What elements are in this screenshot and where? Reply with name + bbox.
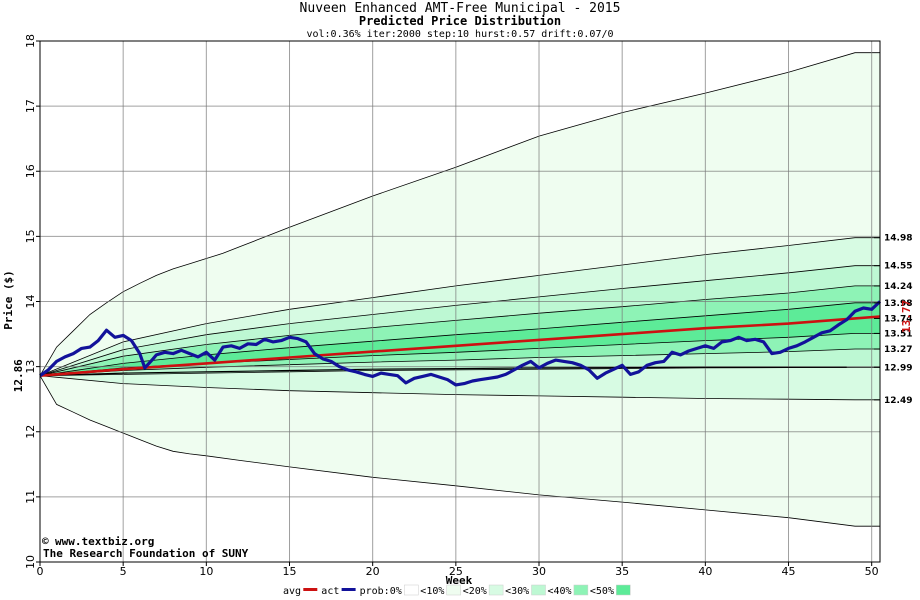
right-value-label: 14.98 bbox=[884, 234, 912, 244]
y-tick-label: 16 bbox=[24, 164, 37, 178]
band-upper-line-1 bbox=[39, 52, 880, 376]
y-axis-label: Price ($) bbox=[2, 270, 15, 330]
legend-swatch bbox=[488, 584, 504, 596]
right-value-label: 14.24 bbox=[884, 282, 912, 292]
x-tick-label: 25 bbox=[449, 565, 463, 578]
y-tick-label: 18 bbox=[24, 34, 37, 48]
y-tick-label: 13 bbox=[24, 360, 37, 374]
legend-label-20: <20% bbox=[463, 586, 487, 597]
legend-label-10: <10% bbox=[420, 586, 444, 597]
legend-line-avg bbox=[303, 588, 318, 591]
right-value-label: 13.74 bbox=[884, 314, 912, 324]
legend-label-avg: avg bbox=[283, 586, 301, 597]
chart-title: Nuveen Enhanced AMT-Free Municipal - 201… bbox=[300, 1, 621, 16]
simulation-params: vol:0.36% iter:2000 step:10 hurst:0.57 d… bbox=[306, 29, 613, 40]
band-lower-line-4 bbox=[39, 348, 880, 377]
right-value-label: 13.51 bbox=[884, 329, 912, 339]
legend: avg act prob:0% <10% <20% <30% <40% <50% bbox=[283, 584, 631, 597]
y-tick-label: 10 bbox=[24, 555, 37, 569]
legend-line-act bbox=[341, 588, 356, 591]
credit-url: www.textbiz.org bbox=[55, 535, 154, 548]
chart-subtitle: Predicted Price Distribution bbox=[359, 14, 561, 28]
band-upper-line-4 bbox=[39, 285, 880, 377]
x-tick-label: 40 bbox=[698, 565, 712, 578]
reference-line bbox=[39, 366, 847, 377]
right-value-label: 13.27 bbox=[884, 345, 912, 355]
x-tick-label: 45 bbox=[782, 565, 796, 578]
series-line-avg bbox=[39, 315, 881, 377]
right-value-label: 14.55 bbox=[884, 262, 912, 272]
current-price-label: 13.77 bbox=[900, 300, 913, 333]
x-tick-label: 10 bbox=[199, 565, 213, 578]
legend-label-30: <30% bbox=[505, 586, 529, 597]
legend-swatch bbox=[446, 584, 461, 596]
x-tick-label: 30 bbox=[532, 565, 546, 578]
y-tick-label: 11 bbox=[24, 490, 37, 504]
band-area-5 bbox=[40, 302, 880, 376]
price-series bbox=[39, 300, 882, 387]
legend-swatch bbox=[573, 584, 589, 596]
y-tick-label: 17 bbox=[24, 99, 37, 113]
axes: 0 5 10 15 20 25 30 35 40 45 50 10 11 12 13 14 15 16 17 18 14… bbox=[24, 34, 912, 578]
x-axis-label: Week bbox=[446, 574, 473, 587]
x-tick-label: 35 bbox=[615, 565, 629, 578]
legend-swatch bbox=[531, 584, 546, 596]
y-tick-label: 12 bbox=[24, 425, 37, 439]
right-value-label: 12.49 bbox=[884, 396, 912, 406]
band-upper-line-2 bbox=[39, 237, 880, 377]
legend-label-40: <40% bbox=[548, 586, 572, 597]
legend-label-prob0: prob:0% bbox=[360, 586, 402, 597]
y-tick-label: 14 bbox=[24, 295, 37, 309]
x-tick-label: 15 bbox=[283, 565, 297, 578]
x-tick-label: 20 bbox=[366, 565, 380, 578]
band-lower-line-2 bbox=[39, 375, 880, 401]
legend-label-50: <50% bbox=[590, 586, 614, 597]
x-tick-label: 5 bbox=[120, 565, 127, 578]
legend-label-act: act bbox=[321, 586, 339, 597]
legend-swatch bbox=[404, 584, 419, 596]
x-tick-label: 0 bbox=[37, 565, 44, 578]
start-price-label: 12.86 bbox=[12, 359, 25, 392]
credit-organization: The Research Foundation of SUNY bbox=[43, 547, 249, 560]
copyright-symbol: © bbox=[42, 535, 49, 548]
y-tick-label: 15 bbox=[24, 229, 37, 243]
legend-swatch bbox=[616, 584, 631, 596]
right-value-label: 13.98 bbox=[884, 299, 912, 309]
series-line-act bbox=[39, 300, 882, 387]
right-value-label: 12.99 bbox=[884, 363, 912, 373]
x-tick-label: 50 bbox=[865, 565, 879, 578]
